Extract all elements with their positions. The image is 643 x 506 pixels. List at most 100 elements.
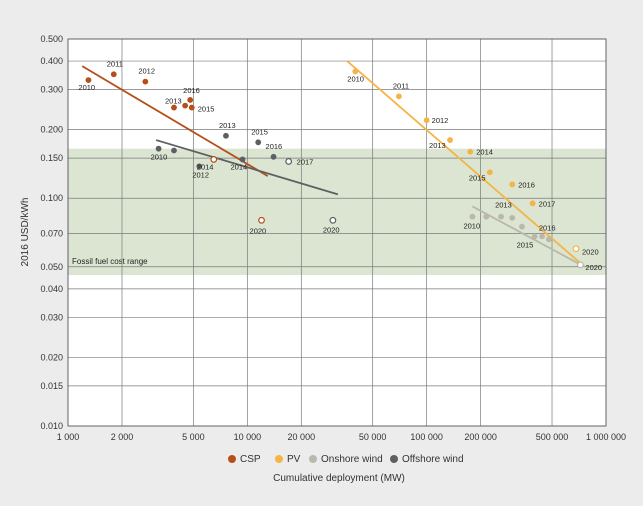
offshore-wind-point-label: 2017 [297, 157, 314, 166]
offshore-wind-point-label: 2014 [231, 162, 248, 171]
csp-point [110, 71, 117, 78]
pv-point-label: 2015 [469, 173, 486, 182]
csp-point-label: 2012 [138, 67, 155, 76]
offshore-wind-point-label: 2010 [151, 153, 168, 162]
offshore-wind-point [171, 147, 177, 154]
y-tick-label: 0.020 [40, 352, 63, 362]
legend: CSP PV Onshore wind Offshore wind [228, 454, 464, 465]
x-tick-label: 5 000 [182, 432, 205, 442]
pv-point-label: 2013 [429, 141, 446, 150]
onshore-wind-point [531, 233, 538, 240]
legend-onshore-wind-label: Onshore wind [321, 454, 383, 465]
pv-point [486, 169, 493, 176]
x-tick-label: 500 000 [536, 432, 569, 442]
x-tick-label: 100 000 [410, 432, 443, 442]
trendline-pv [346, 60, 586, 268]
csp-point-label: 2020 [250, 226, 267, 235]
y-tick-label: 0.300 [40, 85, 63, 95]
x-tick-label: 1 000 [57, 432, 80, 442]
pv-point-label: 2011 [393, 81, 409, 90]
offshore-wind-point-label: 2016 [266, 142, 283, 151]
onshore-wind-point-label: 2015 [517, 240, 534, 249]
pv-point-label: 2017 [539, 199, 556, 208]
offshore-wind-point [196, 163, 203, 170]
offshore-wind-point [223, 132, 229, 139]
csp-point [210, 156, 218, 163]
offshore-wind-point [239, 156, 246, 163]
onshore-wind-point-label: 2020 [585, 263, 602, 272]
pv-point-label: 2020 [582, 248, 599, 257]
offshore-wind-point [270, 153, 277, 160]
y-tick-label: 0.030 [40, 312, 63, 322]
onshore-wind-point [469, 213, 476, 220]
onshore-wind-point-label: 2016 [539, 223, 556, 232]
offshore-wind-point-label: 2015 [251, 127, 268, 136]
onshore-wind-point-label: 2013 [495, 201, 512, 210]
x-tick-label: 50 000 [359, 432, 387, 442]
legend-onshore-wind-marker [309, 455, 317, 463]
pv-point [447, 137, 453, 143]
x-axis-label: Cumulative deployment (MW) [273, 473, 405, 484]
csp-point-label: 2010 [78, 83, 95, 92]
offshore-wind-point-label: 2012 [192, 170, 209, 179]
trendline-csp [81, 65, 269, 177]
csp-point-label: 2016 [183, 86, 200, 95]
pv-point-label: 2012 [432, 116, 449, 125]
offshore-wind-point-label: 2013 [219, 121, 236, 130]
offshore-wind-point [329, 216, 337, 224]
x-tick-label: 2 000 [111, 432, 134, 442]
y-axis-label: 2016 USD/kWh [20, 198, 31, 267]
onshore-wind-point [577, 261, 584, 269]
trendline-offshore-wind [155, 139, 339, 196]
pv-point [529, 200, 536, 207]
onshore-wind-point-label: 2010 [463, 222, 480, 231]
csp-point [188, 104, 195, 111]
onshore-wind-point [498, 213, 504, 220]
x-tick-label: 200 000 [464, 432, 497, 442]
onshore-wind-point [539, 233, 545, 240]
trendline-onshore-wind [472, 205, 586, 268]
y-tick-label: 0.010 [40, 421, 63, 431]
csp-point [142, 78, 149, 85]
csp-point [171, 104, 177, 111]
pv-point [467, 148, 474, 155]
pv-point [572, 245, 580, 253]
legend-pv-marker [275, 455, 283, 463]
onshore-wind-point [483, 213, 490, 220]
legend-pv-label: PV [287, 454, 301, 465]
fossil-fuel-band [68, 148, 606, 276]
x-tick-label: 20 000 [288, 432, 316, 442]
y-tick-label: 0.200 [40, 125, 63, 135]
csp-point-label: 2015 [198, 105, 215, 114]
offshore-wind-point [155, 145, 162, 152]
onshore-wind-point [519, 223, 525, 230]
y-tick-label: 0.070 [40, 228, 63, 238]
legend-csp-marker [228, 455, 236, 463]
csp-point-label: 2013 [165, 97, 182, 106]
pv-point-label: 2014 [476, 148, 493, 157]
pv-point [395, 93, 402, 100]
fossil-fuel-band-label: Fossil fuel cost range [72, 257, 148, 266]
legend-csp-label: CSP [240, 454, 261, 465]
y-tick-label: 0.500 [40, 34, 63, 44]
onshore-wind-point [509, 214, 516, 221]
plot-border [67, 38, 607, 427]
offshore-wind-point [285, 158, 293, 165]
x-tick-label: 1 000 000 [586, 432, 626, 442]
csp-point-label: 2011 [107, 59, 123, 68]
csp-point [182, 102, 189, 109]
csp-point [187, 97, 194, 103]
y-tick-label: 0.050 [40, 262, 63, 272]
pv-point [423, 117, 430, 124]
legend-offshore-wind-label: Offshore wind [402, 454, 464, 465]
csp-point [258, 216, 265, 224]
y-tick-label: 0.150 [40, 153, 63, 163]
y-tick-label: 0.400 [40, 56, 63, 66]
y-tick-label: 0.015 [40, 381, 63, 391]
pv-point [509, 181, 516, 188]
y-tick-label: 0.100 [40, 193, 63, 203]
pv-point-label: 2010 [347, 74, 364, 83]
offshore-wind-point [255, 139, 262, 146]
legend-offshore-wind-marker [390, 455, 398, 463]
